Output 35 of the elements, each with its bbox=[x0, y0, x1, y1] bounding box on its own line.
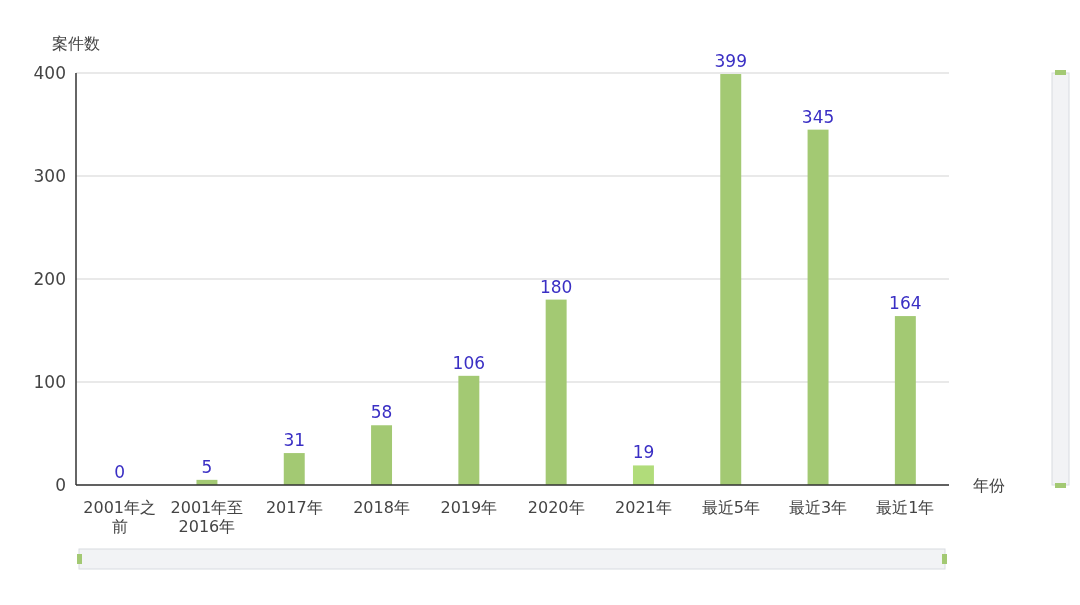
x-tick-label: 2001年之前 bbox=[83, 498, 157, 536]
data-label: 345 bbox=[801, 106, 835, 127]
bar bbox=[545, 299, 567, 485]
data-label: 31 bbox=[283, 430, 306, 451]
data-label: 399 bbox=[714, 51, 747, 72]
bar bbox=[807, 129, 829, 485]
x-axis-title: 年份 bbox=[973, 475, 1005, 495]
x-tick-label: 最近3年 bbox=[788, 498, 848, 517]
data-label: 5 bbox=[201, 456, 213, 477]
bar bbox=[894, 316, 916, 485]
x-tick-label: 2019年 bbox=[440, 498, 498, 517]
x-tick-label: 最近1年 bbox=[876, 498, 935, 517]
data-label: 0 bbox=[114, 462, 126, 482]
bar bbox=[720, 74, 742, 485]
bar bbox=[632, 465, 654, 485]
y-tick-label: 0 bbox=[55, 475, 66, 495]
x-tick-label: 2020年 bbox=[527, 498, 585, 517]
x-tick-label: 最近5年 bbox=[701, 498, 760, 517]
x-tick-label: 2021年 bbox=[615, 498, 672, 517]
bar bbox=[458, 375, 480, 485]
data-label: 106 bbox=[452, 352, 486, 373]
x-tick-label: 2017年 bbox=[265, 498, 323, 517]
data-label: 19 bbox=[632, 442, 655, 463]
y-tick-label: 300 bbox=[33, 166, 66, 186]
y-tick-label: 200 bbox=[33, 269, 66, 289]
bar bbox=[371, 425, 393, 485]
x-tick-label: 2018年 bbox=[353, 498, 410, 517]
bar bbox=[283, 453, 305, 485]
y-axis-title: 案件数 bbox=[52, 34, 100, 53]
y-tick-label: 100 bbox=[33, 372, 66, 392]
x-tick-label: 2001年至2016年 bbox=[170, 498, 244, 536]
data-label: 180 bbox=[539, 276, 573, 297]
y-tick-label: 400 bbox=[33, 63, 66, 83]
data-label: 58 bbox=[370, 402, 393, 423]
data-label: 164 bbox=[889, 293, 922, 314]
